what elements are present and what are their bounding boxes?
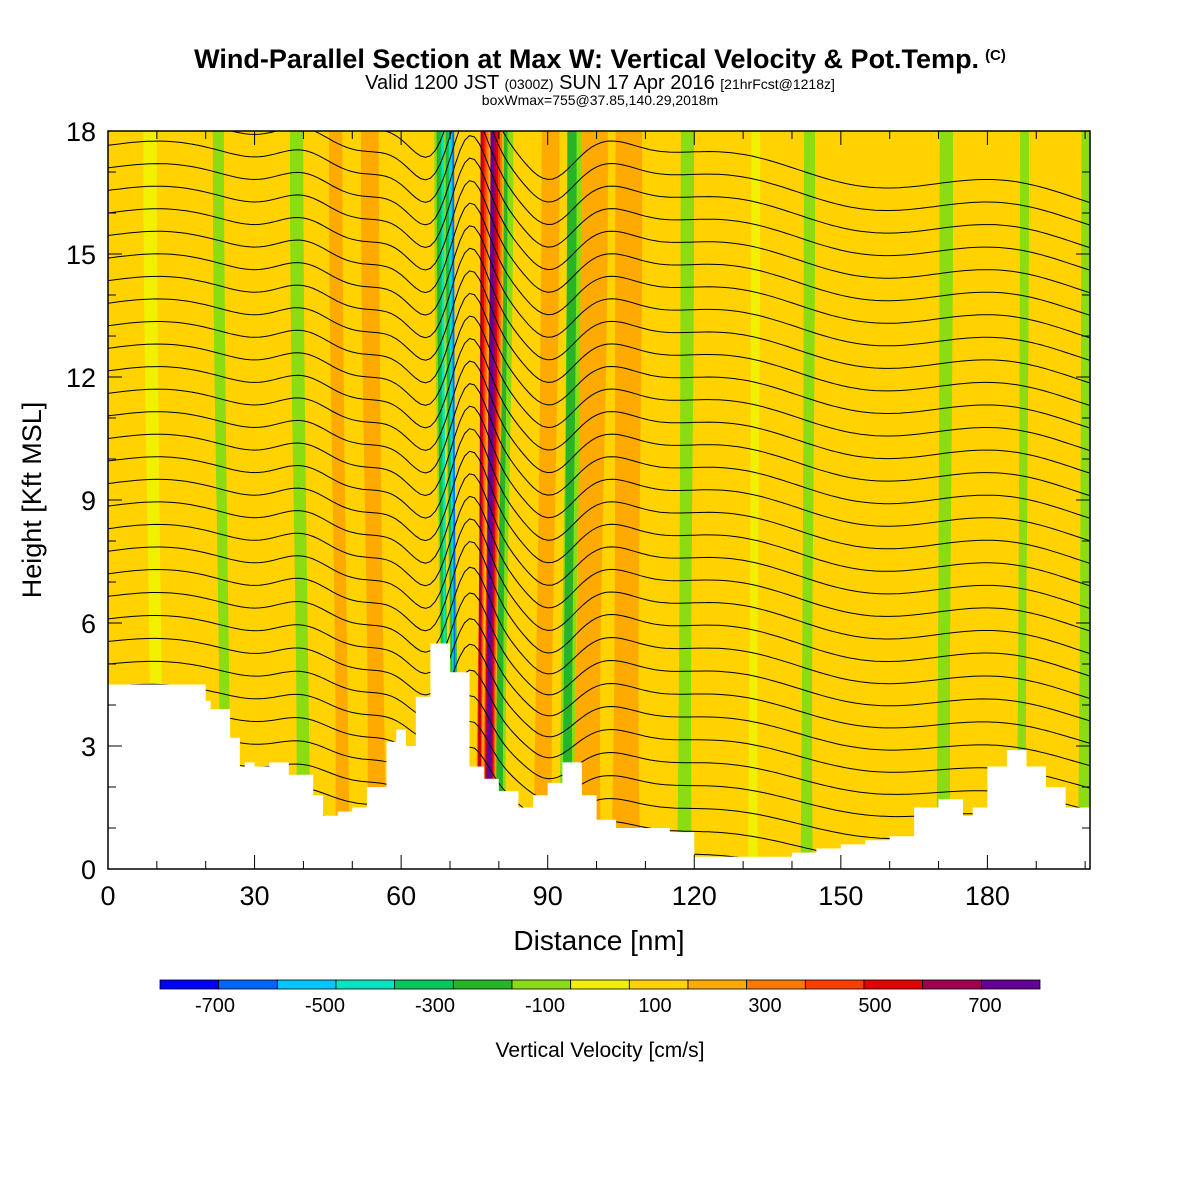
- colorbar-swatch: [922, 979, 982, 990]
- valid-utc: (0300Z): [504, 76, 554, 92]
- x-tick-label: 180: [965, 881, 1010, 911]
- colorbar: -700 -500 -300 -100 100 300 500 700: [159, 979, 1041, 1017]
- chart-title: Wind-Parallel Section at Max W: Vertical…: [0, 44, 1200, 75]
- vertical-velocity-field: [108, 131, 1090, 869]
- y-tick-label: 18: [66, 117, 96, 147]
- isentrope-line: [108, 270, 1090, 406]
- terrain: [108, 643, 1090, 869]
- isentrope-line: [108, 405, 1090, 542]
- updraft-column-5: [329, 131, 350, 869]
- colorbar-tick-label: 700: [968, 995, 1001, 1017]
- isentrope-line: [108, 643, 1090, 767]
- forecast-info: [21hrFcst@1218z]: [720, 76, 835, 92]
- colorbar-swatch: [335, 979, 396, 990]
- colorbar-tick-label: -100: [525, 995, 565, 1017]
- isentrope-line: [108, 360, 1090, 497]
- colorbar-swatch: [394, 979, 454, 990]
- axes: 0 30 60 90 120 150 180 0 3 6 9 12 15 18: [66, 117, 1090, 911]
- isentrope-line: [108, 669, 1090, 789]
- updraft-column-2: [572, 131, 608, 869]
- downdraft-column-5: [212, 131, 232, 869]
- y-tick-label: 3: [81, 732, 96, 762]
- colorbar-tick-label: -700: [195, 995, 235, 1017]
- colorbar-swatch: [628, 979, 689, 990]
- colorbar-swatch: [746, 979, 806, 990]
- colorbar-swatch: [276, 979, 337, 990]
- isentrope-line: [108, 337, 1090, 474]
- x-axis-label: Distance [nm]: [513, 925, 684, 956]
- isentrope-line: [108, 247, 1090, 384]
- isentrope-line: [382, 131, 1090, 204]
- isentrope-line: [229, 131, 1090, 226]
- valid-time: Valid 1200 JST: [365, 72, 499, 94]
- x-tick-label: 60: [386, 881, 416, 911]
- colorbar-swatch: [218, 979, 278, 990]
- isentrope-line: [108, 450, 1090, 587]
- colorbar-swatch: [863, 979, 924, 990]
- x-tick-label: 150: [818, 881, 863, 911]
- isentrope-line: [108, 383, 1090, 519]
- colorbar-swatch: [687, 979, 748, 990]
- isentrope-line: [108, 131, 1090, 249]
- colorbar-tick-label: 500: [858, 995, 891, 1017]
- downdraft-column-2: [494, 131, 508, 869]
- isentrope-line: [108, 473, 1090, 609]
- isentrope-line: [108, 202, 1090, 339]
- y-tick-label: 0: [81, 855, 96, 885]
- y-axis-label: Height [Kft MSL]: [17, 402, 47, 599]
- isentrope-line: [108, 540, 1090, 677]
- colorbar-swatch: [511, 979, 572, 990]
- isentrope-line: [108, 292, 1090, 429]
- x-tick-label: 0: [100, 881, 115, 911]
- colorbar-swatch: [452, 979, 513, 990]
- isentrope-line: [108, 315, 1090, 452]
- colorbar-swatch: [570, 979, 630, 990]
- y-tick-label: 9: [81, 486, 96, 516]
- updraft-column-6: [533, 131, 560, 869]
- y-tick-label: 6: [81, 609, 96, 639]
- colorbar-label: Vertical Velocity [cm/s]: [496, 1039, 705, 1062]
- isentrope-line: [108, 518, 1090, 655]
- box-info: boxWmax=755@37.85,140.29,2018m: [481, 92, 719, 108]
- isentrope-line: [108, 495, 1090, 632]
- downdraft-column-3: [562, 131, 577, 869]
- chart-subtitle: Valid 1200 JST (0300Z) SUN 17 Apr 2016 […: [0, 72, 1200, 95]
- isentrope-line: [108, 695, 1090, 811]
- colorbar-tick-label: -500: [305, 995, 345, 1017]
- updraft-column-1: [478, 131, 483, 869]
- colorbar-tick-label: 100: [638, 995, 671, 1017]
- isentrope-line: [108, 592, 1090, 722]
- colorbar-tick-label: -300: [415, 995, 455, 1017]
- terrain-mask: [108, 643, 1090, 869]
- isentrope-line: [108, 135, 1090, 271]
- updraft-column-0: [487, 131, 493, 869]
- updraft-column-4: [361, 131, 387, 869]
- downdraft-column-8: [936, 131, 954, 869]
- colorbar-swatch: [804, 979, 865, 990]
- isentrope-line: [108, 618, 1090, 744]
- downdraft-column-7: [800, 131, 816, 869]
- updraft-column-3: [611, 131, 643, 869]
- downdraft-column-6: [677, 131, 695, 869]
- y-tick-label: 12: [66, 363, 96, 393]
- isentrope-line: [108, 225, 1090, 361]
- isentrope-line: [108, 157, 1090, 294]
- x-tick-label: 90: [533, 881, 563, 911]
- colorbar-swatch: [980, 979, 1041, 990]
- isentrope-line: [108, 428, 1090, 564]
- downdraft-column-4: [289, 131, 311, 869]
- valid-date: SUN 17 Apr 2016: [559, 72, 715, 94]
- x-tick-label: 30: [240, 881, 270, 911]
- x-tick-label: 120: [672, 881, 717, 911]
- colorbar-swatch: [159, 979, 220, 990]
- colorbar-tick-label: 300: [748, 995, 781, 1017]
- downdraft-column-9: [1016, 131, 1029, 869]
- copyright-mark: (C): [985, 47, 1006, 64]
- y-tick-label: 15: [66, 240, 96, 270]
- chart-title-text: Wind-Parallel Section at Max W: Vertical…: [194, 44, 980, 74]
- isentrope-line: [108, 566, 1090, 699]
- isentrope-line: [108, 180, 1090, 316]
